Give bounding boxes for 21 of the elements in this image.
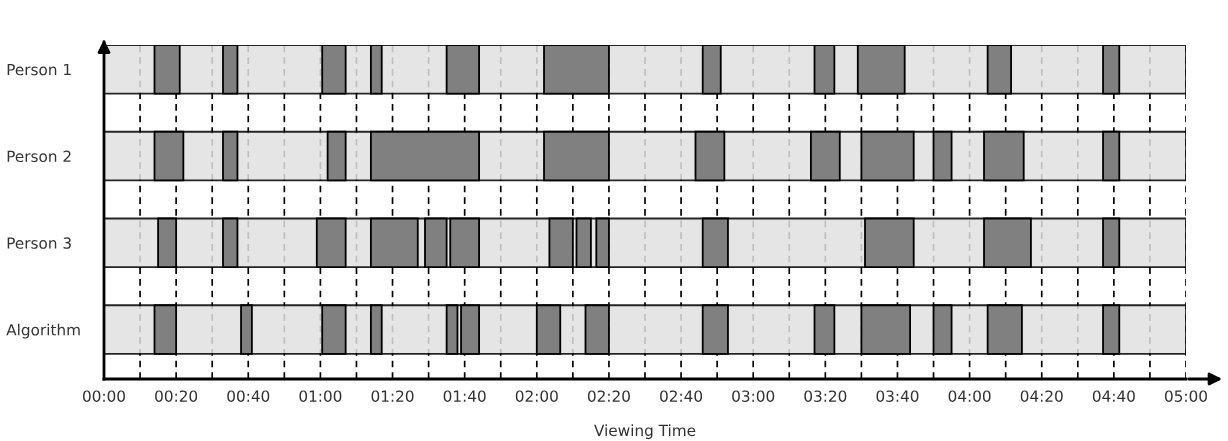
x-tick-label: 04:20 bbox=[1020, 390, 1063, 402]
x-tick-label: 00:40 bbox=[227, 390, 270, 402]
x-tick-label: 03:20 bbox=[804, 390, 847, 402]
x-tick-label: 00:20 bbox=[155, 390, 198, 402]
x-axis-title: Viewing Time bbox=[594, 424, 696, 440]
x-tick-label: 03:00 bbox=[732, 390, 775, 402]
y-tick-label: Person 3 bbox=[7, 237, 71, 249]
x-tick-label: 01:20 bbox=[371, 390, 414, 402]
x-tick-label: 05:00 bbox=[1164, 390, 1207, 402]
x-tick-label: 04:40 bbox=[1092, 390, 1135, 402]
x-tick-label: 00:00 bbox=[82, 390, 125, 402]
x-tick-label: 01:40 bbox=[443, 390, 486, 402]
y-tick-label: Person 1 bbox=[7, 63, 71, 76]
x-tick-label: 03:40 bbox=[876, 390, 919, 402]
x-tick-label: 02:40 bbox=[660, 390, 703, 402]
y-tick-label: Algorithm bbox=[6, 323, 80, 339]
x-tick-label: 04:00 bbox=[948, 390, 991, 402]
y-tick-label: Person 2 bbox=[7, 150, 71, 163]
x-tick-label: 02:00 bbox=[515, 390, 558, 402]
x-tick-label: 01:00 bbox=[299, 390, 342, 402]
x-tick-label: 02:20 bbox=[587, 390, 630, 402]
